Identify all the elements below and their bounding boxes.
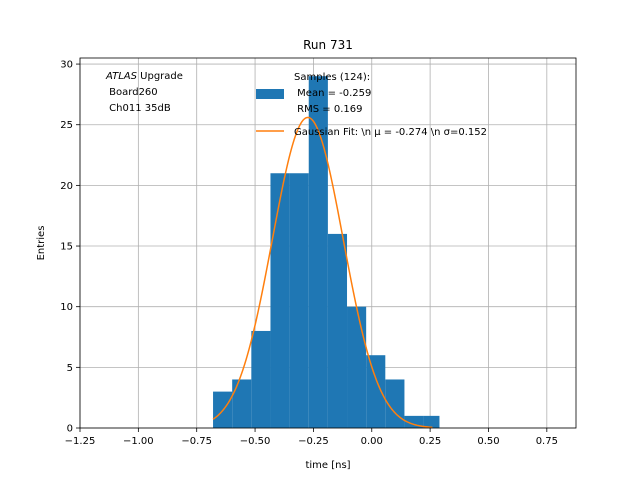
y-tick-label-5: 25 [60, 120, 73, 131]
x-tick-label-0: −1.25 [65, 436, 96, 447]
y-axis-label: Entries [36, 226, 47, 261]
histogram-bar-8 [366, 355, 386, 428]
y-axis-ticks: 0 5 10 15 20 25 30 [60, 60, 80, 435]
x-tick-label-4: −0.25 [298, 436, 329, 447]
atlas-label: ATLAS [105, 71, 138, 82]
gaussian-fit-curve [212, 116, 433, 429]
chart-title: Run 731 [303, 38, 353, 52]
legend-fit-label: Gaussian Fit: \n μ = -0.274 \n σ=0.152 [294, 127, 487, 138]
y-tick-label-3: 15 [60, 242, 73, 253]
y-tick-label-4: 20 [60, 181, 73, 192]
x-axis-label: time [ns] [305, 460, 350, 471]
atlas-annotation: ATLAS Upgrade Board260 Ch011 35dB [105, 71, 183, 114]
y-tick-label-6: 30 [60, 60, 73, 71]
histogram-bar-2 [251, 330, 271, 428]
histogram-bar-9 [385, 379, 405, 428]
x-tick-label-6: 0.25 [419, 436, 441, 447]
legend: Samples (124): Mean = -0.259 RMS = 0.169… [256, 72, 487, 138]
histogram-bars [213, 76, 440, 429]
histogram-bar-6 [327, 233, 348, 428]
x-tick-label-3: −0.50 [240, 436, 271, 447]
histogram-bar-11 [423, 415, 440, 428]
histogram-bar-3 [270, 173, 290, 428]
legend-hist-line-2: Mean = -0.259 [294, 88, 371, 99]
histogram-bar-5 [308, 76, 328, 429]
histogram-bar-4 [289, 173, 309, 428]
x-tick-label-8: 0.75 [536, 436, 558, 447]
histogram-bar-7 [347, 306, 367, 428]
x-tick-label-2: −0.75 [181, 436, 212, 447]
x-tick-label-1: −1.00 [123, 436, 154, 447]
y-tick-label-0: 0 [67, 424, 73, 435]
upgrade-label: Upgrade [137, 71, 183, 82]
plot-frame [79, 57, 577, 429]
legend-hist-swatch [256, 89, 284, 99]
histogram-bar-1 [232, 379, 252, 428]
legend-hist-line-3: RMS = 0.169 [294, 104, 362, 115]
x-tick-label-7: 0.50 [477, 436, 499, 447]
legend-hist-line-1: Samples (124): [294, 72, 370, 83]
annotation-line-1: ATLAS Upgrade [105, 71, 183, 82]
annotation-channel: Ch011 35dB [106, 103, 171, 114]
y-tick-label-2: 10 [60, 302, 73, 313]
x-axis-ticks: −1.25 −1.00 −0.75 −0.50 −0.25 0.00 0.25 0.50 0.7… [65, 428, 558, 447]
annotation-board: Board260 [106, 87, 158, 98]
x-tick-label-5: 0.00 [361, 436, 383, 447]
y-tick-label-1: 5 [67, 363, 73, 374]
